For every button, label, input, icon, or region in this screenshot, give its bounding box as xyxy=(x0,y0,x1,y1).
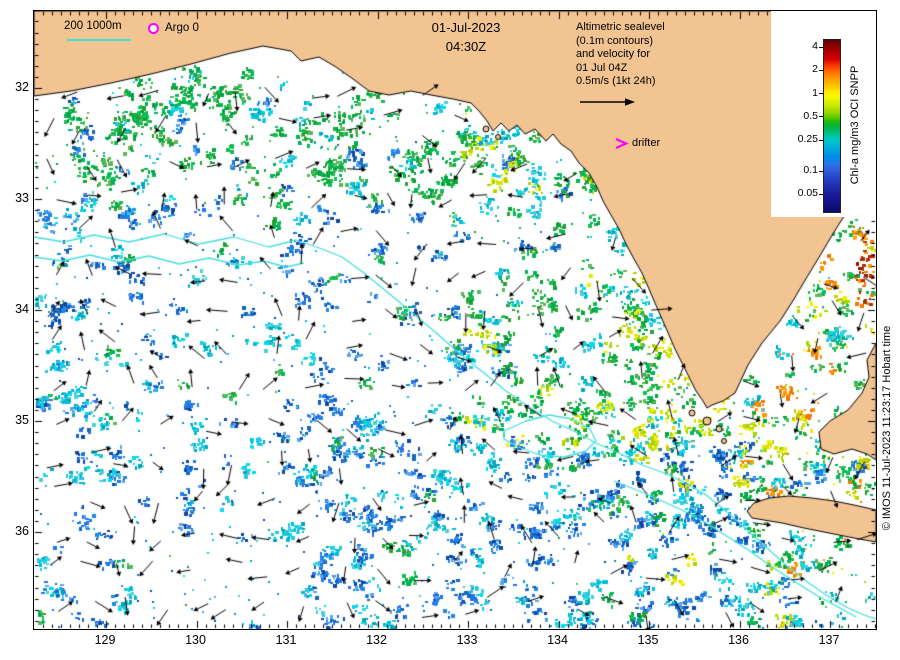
time-label: 04:30Z xyxy=(445,39,487,54)
altimetric-note-line: (0.1m contours) xyxy=(576,34,654,47)
argo-marker-icon xyxy=(148,23,159,34)
x-axis-tick-label: 135 xyxy=(637,633,659,647)
colorbar: Chl-a mg/m3 OCI SNPP 4 2 1 0.5 0.25 0.1 0.05 xyxy=(771,11,876,217)
y-axis-tick-label: 35 xyxy=(15,413,29,427)
colorbar-tick xyxy=(819,69,823,71)
x-axis-tick-label: 132 xyxy=(366,633,387,647)
argo-label: Argo 0 xyxy=(165,22,199,34)
colorbar-tick-label: 0.25 xyxy=(797,133,818,146)
colorbar-tick xyxy=(819,116,823,118)
map-canvas[interactable] xyxy=(34,11,876,629)
colorbar-tick-label: 0.05 xyxy=(797,187,818,200)
x-axis-tick-label: 136 xyxy=(728,633,749,647)
x-axis-tick-label: 137 xyxy=(818,633,840,647)
drifter-label: drifter xyxy=(632,137,661,149)
y-axis-tick-label: 36 xyxy=(15,524,29,538)
colorbar-tick xyxy=(819,193,823,195)
colorbar-tick xyxy=(819,139,823,141)
map-frame: 200 1000m Argo 0 01-Jul-2023 04:30Z Alti… xyxy=(33,10,877,630)
altimetric-note-line: 01 Jul 04Z xyxy=(576,61,628,74)
colorbar-gradient-bar xyxy=(823,39,841,213)
drifter-marker-icon xyxy=(615,137,629,150)
x-axis-tick-label: 133 xyxy=(456,633,478,647)
date-label: 01-Jul-2023 xyxy=(431,20,501,35)
altimetric-note-line: 0.5m/s (1kt 24h) xyxy=(576,75,656,88)
x-axis-tick-label: 129 xyxy=(94,633,116,647)
colorbar-tick-label: 2 xyxy=(812,63,818,76)
x-axis-tick-label: 134 xyxy=(547,633,568,647)
credit-text: © IMOS 11-Jul-2023 11:23:17 Hobart time xyxy=(881,325,893,531)
colorbar-title: Chl-a mg/m3 OCI SNPP xyxy=(849,65,861,185)
colorbar-tick-label: 0.5 xyxy=(803,109,818,122)
colorbar-tick xyxy=(819,46,823,48)
x-axis-tick-label: 131 xyxy=(275,633,297,647)
altimetric-note: Altimetric sealevel (0.1m contours) and … xyxy=(576,21,665,89)
colorbar-tick xyxy=(819,93,823,95)
bathy-depth-labels: 200 1000m xyxy=(64,20,122,32)
colorbar-tick-label: 4 xyxy=(812,40,818,52)
x-axis-tick-label: 130 xyxy=(185,633,206,647)
y-axis-tick-label: 34 xyxy=(15,302,29,316)
altimetric-note-line: and velocity for xyxy=(576,48,650,61)
y-axis-tick-label: 32 xyxy=(15,80,29,94)
colorbar-tick xyxy=(819,170,823,172)
colorbar-tick-label: 0.1 xyxy=(803,164,818,177)
velocity-scale-arrow-icon xyxy=(580,98,635,106)
bathy-contour-sample-line xyxy=(67,39,131,41)
colorbar-tick-label: 1 xyxy=(812,86,818,99)
timestamp-block: 01-Jul-2023 04:30Z xyxy=(401,18,531,56)
y-axis-tick-label: 33 xyxy=(15,191,29,205)
altimetric-note-line: Altimetric sealevel xyxy=(576,21,665,33)
